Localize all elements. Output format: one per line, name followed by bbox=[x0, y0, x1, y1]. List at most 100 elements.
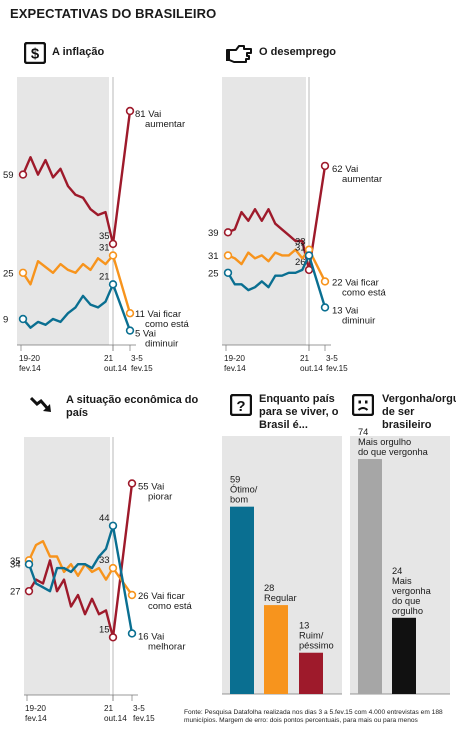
unemployment-increase-end-label: 62 Vai bbox=[332, 164, 358, 175]
economy-same-point bbox=[127, 590, 137, 600]
economy-increase-end-label: piorar bbox=[148, 491, 172, 502]
economy-same-mid-label: 33 bbox=[99, 555, 110, 566]
unemployment-decrease-end-label: 13 Vai bbox=[332, 305, 358, 316]
inflation-plot-background bbox=[17, 77, 109, 345]
unemployment-same-point bbox=[320, 277, 330, 286]
country-bar-label: 28 bbox=[264, 583, 274, 593]
unemployment-x-label: 19-20 bbox=[224, 354, 245, 363]
pride-bar-label: do que bbox=[392, 596, 420, 606]
economy-decrease-point bbox=[108, 521, 118, 530]
pride-bar bbox=[358, 459, 382, 694]
unemployment-x-label: out.14 bbox=[300, 364, 323, 373]
unemployment-decrease-point bbox=[304, 251, 314, 260]
unemployment-increase-point bbox=[320, 161, 330, 171]
inflation-increase-line bbox=[21, 110, 132, 246]
inflation-x-label: 3-5 bbox=[131, 354, 143, 363]
unemployment-same-mid-label: 33 bbox=[295, 237, 306, 248]
country-bar bbox=[264, 605, 288, 694]
economy-x-label: 21 bbox=[104, 704, 114, 713]
unemployment-same-point bbox=[223, 251, 233, 260]
country-bar-label: 13 bbox=[299, 621, 309, 631]
country-bar-label: 59 bbox=[230, 475, 240, 485]
frown-face-icon bbox=[351, 393, 375, 417]
inflation-x-label: 21 bbox=[104, 354, 114, 363]
inflation-decrease-mid-label: 21 bbox=[99, 271, 110, 282]
inflation-increase-point bbox=[18, 170, 28, 179]
economy-decrease-point bbox=[127, 629, 137, 638]
unemployment-increase-line bbox=[227, 165, 327, 272]
inflation-increase-mid-label: 35 bbox=[99, 231, 110, 242]
inflation-same-mid-label: 31 bbox=[99, 242, 110, 253]
pride-title: Vergonha/orgulho de ser brasileiro bbox=[382, 393, 456, 431]
economy-increase-point bbox=[108, 633, 118, 642]
inflation-decrease-end-label: diminuir bbox=[145, 339, 178, 350]
inflation-x-label: 19-20 bbox=[19, 354, 40, 363]
country-bar-label: bom bbox=[230, 495, 248, 505]
unemployment-decrease-point bbox=[223, 268, 233, 277]
dollar-icon: $ bbox=[23, 41, 47, 65]
unemployment-same-end-label: 22 Vai ficar bbox=[332, 277, 379, 288]
trend-down-arrow-icon bbox=[29, 394, 52, 416]
pride-bar-label: do que vergonha bbox=[358, 447, 429, 457]
inflation-increase-end-label: aumentar bbox=[145, 119, 185, 130]
unemployment-decrease-line bbox=[226, 254, 327, 308]
svg-text:?: ? bbox=[236, 398, 245, 415]
economy-same-start-label: 35 bbox=[10, 556, 21, 567]
page-title: EXPECTATIVAS DO BRASILEIRO bbox=[10, 6, 217, 21]
inflation-same-point bbox=[125, 309, 135, 318]
inflation-decrease-point bbox=[108, 280, 118, 289]
unemployment-increase-mid-label: 26 bbox=[295, 257, 306, 268]
unemployment-decrease-start-label: 25 bbox=[208, 268, 219, 279]
unemployment-increase-point bbox=[304, 265, 314, 275]
unemployment-x-label: 3-5 bbox=[326, 354, 338, 363]
unemployment-same-end-label: como está bbox=[342, 287, 387, 298]
economy-decrease-start-label: 34 bbox=[10, 560, 21, 571]
inflation-increase-point bbox=[125, 106, 135, 116]
inflation-decrease-end-label: 5 Vai bbox=[135, 329, 156, 340]
inflation-x-label: out.14 bbox=[104, 364, 127, 373]
inflation-increase-start-label: 59 bbox=[3, 170, 14, 181]
country-title: Enquanto país para se viver, o Brasil é.… bbox=[259, 393, 339, 431]
inflation-decrease-point bbox=[125, 326, 135, 335]
economy-increase-start-label: 27 bbox=[10, 587, 21, 598]
country-bar-label: Ruim/ bbox=[299, 631, 324, 641]
economy-increase-point bbox=[127, 479, 137, 488]
unemployment-decrease-point bbox=[320, 303, 330, 312]
unemployment-decrease-end-label: diminuir bbox=[342, 315, 375, 326]
inflation-decrease-start-label: 9 bbox=[3, 315, 8, 326]
country-bar-label: Regular bbox=[264, 593, 297, 603]
economy-increase-line bbox=[27, 483, 134, 639]
economy-x-label: fev.14 bbox=[25, 714, 47, 723]
economy-increase-mid-label: 15 bbox=[99, 624, 110, 635]
unemployment-increase-start-label: 39 bbox=[208, 228, 219, 239]
economy-decrease-end-label: 16 Vai bbox=[138, 631, 164, 642]
unemployment-x-label: 21 bbox=[300, 354, 310, 363]
pride-bar-label: Mais bbox=[392, 576, 412, 586]
country-bar-label: péssimo bbox=[299, 641, 334, 651]
inflation-x-label: fev.14 bbox=[19, 364, 41, 373]
pride-bar-label: orgulho bbox=[392, 606, 423, 616]
unemployment-decrease-mid-label: 31 bbox=[295, 242, 306, 253]
source-note: Fonte: Pesquisa Datafolha realizada nos … bbox=[184, 709, 443, 725]
inflation-x-label: fev.15 bbox=[131, 364, 153, 373]
inflation-decrease-line bbox=[22, 283, 132, 332]
inflation-same-end-label: 11 Vai ficar bbox=[135, 309, 181, 320]
inflation-same-end-label: como está bbox=[145, 319, 190, 330]
inflation-title: A inflação bbox=[52, 46, 105, 58]
economy-decrease-point bbox=[24, 560, 34, 569]
economy-increase-point bbox=[24, 586, 34, 596]
inflation-same-point bbox=[108, 251, 118, 260]
economy-plot-background bbox=[24, 437, 110, 695]
inflation-same-start-label: 25 bbox=[3, 268, 14, 279]
pointing-hand-icon bbox=[225, 43, 253, 65]
country-bar-label: Ótimo/ bbox=[230, 485, 258, 495]
pride-bar-label: vergonha bbox=[392, 586, 432, 596]
pride-bar-label: Mais orgulho bbox=[358, 437, 411, 447]
inflation-increase-point bbox=[108, 239, 118, 249]
pride-bar-label: 24 bbox=[392, 566, 402, 576]
unemployment-title: O desemprego bbox=[259, 46, 337, 58]
inflation-increase-end-label: 81 Vai bbox=[135, 109, 161, 120]
economy-decrease-mid-label: 44 bbox=[99, 513, 110, 524]
